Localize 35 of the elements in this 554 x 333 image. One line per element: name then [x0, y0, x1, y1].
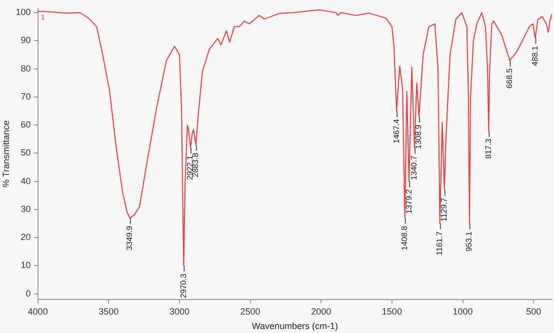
y-tick-label: 60	[20, 120, 31, 130]
y-tick-label: 40	[20, 176, 31, 186]
x-tick-label: 4000	[28, 306, 48, 316]
y-tick-label: 0	[26, 288, 31, 298]
y-tick-label: 100	[16, 7, 31, 18]
x-axis-title: Wavenumbers (cm-1)	[252, 321, 338, 332]
x-tick-label: 3000	[169, 306, 190, 316]
y-tick-label: 10	[20, 260, 31, 270]
annotation: 953.1	[464, 230, 474, 252]
x-tick-label: 500	[526, 306, 542, 316]
y-axis-title: % Transmittance	[0, 120, 11, 188]
annotation: 668.5	[504, 68, 514, 88]
annotation: 1340.7	[410, 155, 419, 180]
annotation: 2883.8	[191, 152, 200, 178]
annotation: 1408.8	[400, 225, 410, 250]
y-tick-label: 70	[20, 91, 31, 102]
annotation: 1161.7	[435, 230, 444, 256]
annotation: 488.1	[530, 45, 540, 66]
x-tick-label: 1500	[382, 306, 402, 316]
y-tick-label: 80	[20, 63, 31, 74]
x-tick-label: 2000	[311, 306, 332, 316]
annotation: 3349.9	[125, 225, 134, 250]
annotation: 1308.9	[414, 124, 424, 150]
y-tick-label: 50	[20, 148, 31, 158]
annotation: 1379.2	[404, 188, 414, 214]
x-tick-label: 1000	[452, 306, 473, 316]
y-tick-label: 90	[20, 35, 31, 46]
annotation: 817.3	[484, 138, 493, 159]
annotation: 2970.3	[178, 273, 188, 298]
x-tick-label: 3500	[98, 306, 119, 316]
y-tick-label: 20	[20, 232, 31, 242]
x-tick-label: 2500	[240, 306, 260, 316]
annotation: 1467.4	[392, 118, 401, 144]
y-tick-label: 30	[20, 204, 31, 214]
annotation: 1129.7	[440, 197, 449, 222]
